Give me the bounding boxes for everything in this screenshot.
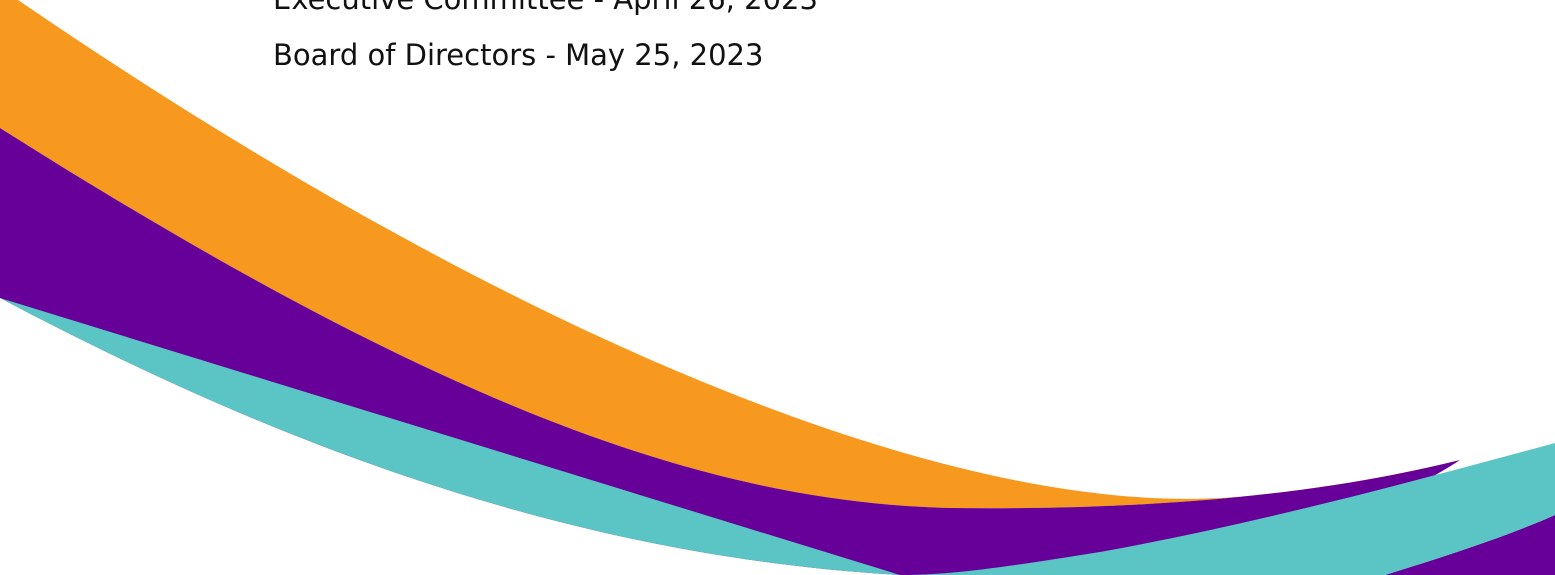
meeting-line-board-of-directors: Board of Directors - May 25, 2023 [273,38,764,72]
meeting-line-executive-committee: Executive Committee - April 26, 2023 [273,0,818,17]
teal-wave-band [0,298,1555,575]
orange-wave-band [0,0,1460,509]
